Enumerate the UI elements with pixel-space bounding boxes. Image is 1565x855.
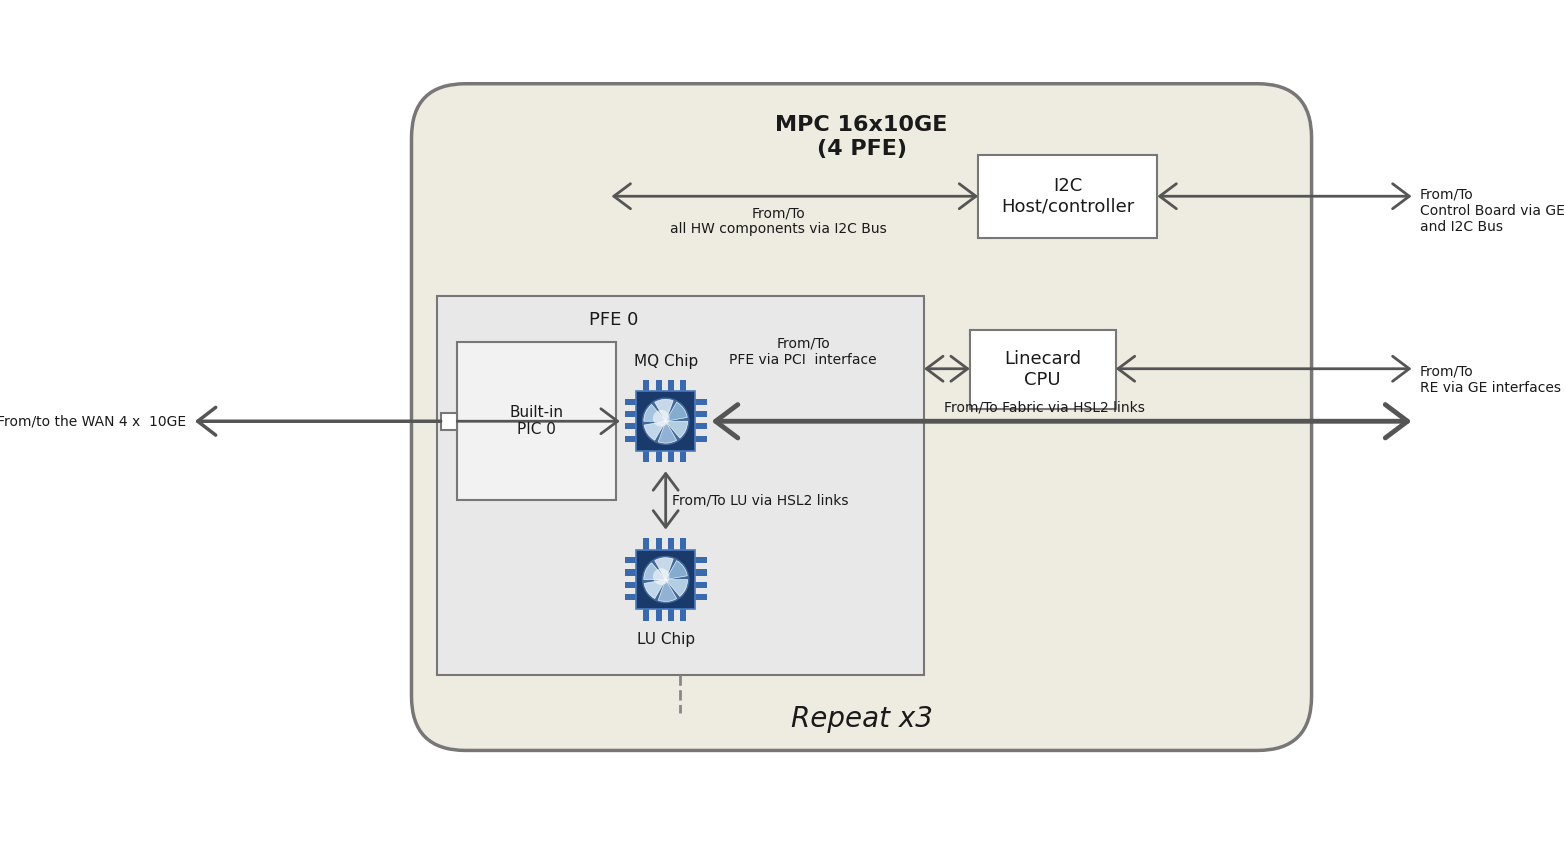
Text: From/To
PFE via PCI  interface: From/To PFE via PCI interface xyxy=(729,337,876,367)
Text: From/to the WAN 4 x  10GE: From/to the WAN 4 x 10GE xyxy=(0,415,186,428)
Bar xyxy=(635,550,695,610)
Bar xyxy=(695,435,707,442)
Text: Built-in
PIC 0: Built-in PIC 0 xyxy=(510,405,563,438)
Bar xyxy=(656,380,662,392)
Bar xyxy=(437,296,923,675)
Wedge shape xyxy=(665,403,687,422)
Bar xyxy=(441,413,457,429)
Bar xyxy=(681,380,685,392)
Text: Linecard
CPU: Linecard CPU xyxy=(1005,350,1081,388)
Circle shape xyxy=(653,410,670,427)
Bar xyxy=(978,155,1158,238)
Bar xyxy=(695,557,707,563)
Bar xyxy=(624,398,635,405)
Bar xyxy=(681,451,685,463)
Text: From/To
all HW components via I2C Bus: From/To all HW components via I2C Bus xyxy=(670,206,886,237)
Text: MQ Chip: MQ Chip xyxy=(634,354,698,369)
Bar xyxy=(695,569,707,575)
Bar xyxy=(624,569,635,575)
Bar xyxy=(668,380,675,392)
Bar xyxy=(643,610,649,621)
Bar xyxy=(668,610,675,621)
Circle shape xyxy=(642,556,690,604)
Text: Repeat x3: Repeat x3 xyxy=(790,705,933,733)
Bar xyxy=(624,594,635,600)
Bar xyxy=(695,411,707,417)
Circle shape xyxy=(653,569,670,585)
Bar xyxy=(681,610,685,621)
Wedge shape xyxy=(643,563,665,580)
Text: From/To LU via HSL2 links: From/To LU via HSL2 links xyxy=(673,493,848,507)
Bar xyxy=(643,380,649,392)
Wedge shape xyxy=(665,561,687,580)
Circle shape xyxy=(642,398,690,445)
Bar xyxy=(656,610,662,621)
Wedge shape xyxy=(659,422,676,443)
Bar xyxy=(635,392,695,451)
Text: MPC 16x10GE: MPC 16x10GE xyxy=(775,115,948,135)
Bar xyxy=(624,581,635,588)
Wedge shape xyxy=(665,580,687,597)
Bar xyxy=(643,539,649,550)
Bar xyxy=(668,539,675,550)
Text: LU Chip: LU Chip xyxy=(637,632,695,647)
Text: I2C
Host/controller: I2C Host/controller xyxy=(1002,177,1135,215)
Wedge shape xyxy=(665,422,687,438)
Bar xyxy=(695,423,707,429)
Bar xyxy=(457,342,615,500)
Wedge shape xyxy=(654,557,673,580)
Wedge shape xyxy=(645,422,665,440)
Bar xyxy=(624,435,635,442)
Bar xyxy=(695,398,707,405)
Bar xyxy=(668,451,675,463)
Wedge shape xyxy=(659,580,676,602)
Bar xyxy=(643,451,649,463)
FancyBboxPatch shape xyxy=(412,84,1311,751)
Bar xyxy=(656,451,662,463)
Bar xyxy=(656,539,662,550)
Bar xyxy=(624,411,635,417)
Wedge shape xyxy=(645,580,665,598)
Text: From/To
RE via GE interfaces: From/To RE via GE interfaces xyxy=(1419,364,1560,395)
Bar xyxy=(681,539,685,550)
Bar xyxy=(624,557,635,563)
Wedge shape xyxy=(643,404,665,422)
Bar xyxy=(695,581,707,588)
Bar xyxy=(624,423,635,429)
Text: From/To
Control Board via GE
and I2C Bus: From/To Control Board via GE and I2C Bus xyxy=(1419,188,1565,234)
Wedge shape xyxy=(654,399,673,422)
Bar xyxy=(970,329,1116,409)
Text: (4 PFE): (4 PFE) xyxy=(817,139,906,159)
Text: PFE 0: PFE 0 xyxy=(588,310,639,328)
Bar xyxy=(695,594,707,600)
Text: From/To Fabric via HSL2 links: From/To Fabric via HSL2 links xyxy=(944,401,1146,415)
